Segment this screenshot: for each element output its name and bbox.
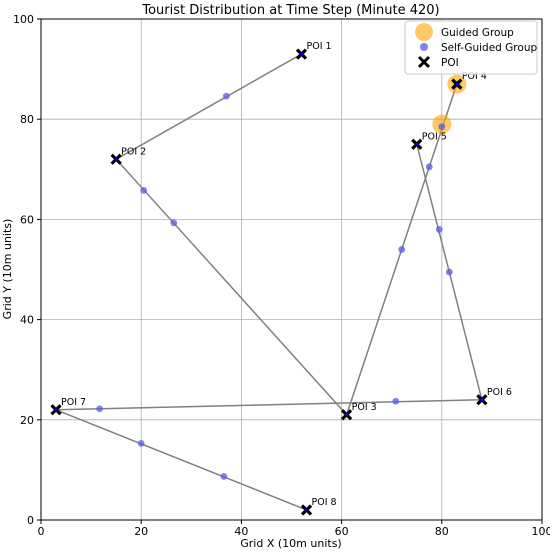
poi-center — [54, 408, 58, 412]
plot-frame — [40, 18, 543, 521]
guided-group-markers — [432, 74, 467, 134]
chart-title: Tourist Distribution at Time Step (Minut… — [141, 3, 439, 18]
y-tick-label: 60 — [20, 213, 34, 226]
y-tick-label: 20 — [20, 414, 34, 427]
y-tick-label: 80 — [20, 113, 34, 126]
x-axis-label: Grid X (10m units) — [240, 537, 341, 550]
legend-guided-swatch — [415, 23, 433, 41]
route-lines — [55, 53, 483, 511]
route-segment — [115, 53, 302, 160]
poi-markers — [50, 48, 488, 516]
self-guided-point — [170, 219, 178, 227]
self-guided-point — [398, 246, 406, 253]
poi-marker — [340, 409, 353, 421]
self-guided-point — [140, 186, 148, 194]
poi-marker — [451, 78, 463, 90]
self-guided-point — [220, 473, 228, 480]
route-segment — [56, 399, 482, 411]
y-tick-label: 0 — [27, 514, 34, 527]
axis-ticks: 0 20 40 60 80 100 0 20 40 60 80 100 — [13, 13, 550, 538]
self-guided-point — [96, 405, 104, 413]
poi-marker — [300, 504, 313, 516]
poi-label: POI 7 — [61, 397, 86, 408]
y-axis-label: Grid Y (10m units) — [1, 219, 14, 320]
poi-label: POI 3 — [352, 402, 377, 413]
poi-center — [415, 142, 419, 146]
route-segment — [55, 409, 307, 511]
poi-center — [480, 398, 484, 402]
poi-label: POI 6 — [487, 387, 512, 398]
x-tick-label: 40 — [234, 525, 248, 538]
poi-marker — [411, 138, 423, 150]
route-segment — [115, 158, 348, 416]
x-tick-label: 60 — [335, 525, 349, 538]
self-guided-point — [222, 92, 230, 100]
legend-poi-label: POI — [441, 57, 459, 69]
grid-lines — [40, 18, 543, 521]
x-tick-label: 0 — [38, 525, 45, 538]
x-tick-label: 80 — [435, 525, 449, 538]
legend-box — [404, 20, 538, 75]
poi-label: POI 2 — [121, 146, 146, 157]
self-guided-point — [392, 397, 400, 405]
poi-center — [455, 82, 459, 86]
poi-marker — [50, 404, 62, 416]
poi-center — [345, 413, 349, 417]
poi-marker — [476, 394, 488, 406]
poi-center — [114, 157, 118, 161]
self-guided-point — [425, 163, 433, 171]
legend-guided-label: Guided Group — [441, 27, 514, 39]
y-tick-label: 100 — [13, 13, 34, 26]
legend-self-guided-swatch — [420, 43, 428, 51]
poi-label: POI 8 — [312, 497, 337, 508]
legend-poi-swatch — [417, 55, 431, 69]
legend: Guided Group Self-Guided Group POI — [404, 20, 538, 75]
self-guided-point — [438, 123, 446, 131]
x-tick-label: 100 — [532, 525, 550, 538]
self-guided-point — [435, 226, 443, 233]
poi-labels: POI 1 POI 2 POI 3 POI 4 POI 5 POI 6 POI 7 POI 8 — [61, 41, 512, 508]
self-guided-point — [445, 268, 453, 276]
poi-marker — [110, 153, 122, 165]
poi-marker — [295, 48, 308, 60]
poi-label: POI 1 — [307, 41, 332, 52]
y-tick-label: 40 — [20, 314, 34, 327]
poi-center — [304, 508, 309, 512]
legend-self-guided-label: Self-Guided Group — [441, 42, 537, 54]
poi-label: POI 4 — [462, 71, 487, 82]
poi-label: POI 5 — [422, 131, 447, 142]
poi-center — [299, 52, 304, 56]
self-guided-point — [137, 439, 145, 447]
x-tick-label: 20 — [134, 525, 148, 538]
